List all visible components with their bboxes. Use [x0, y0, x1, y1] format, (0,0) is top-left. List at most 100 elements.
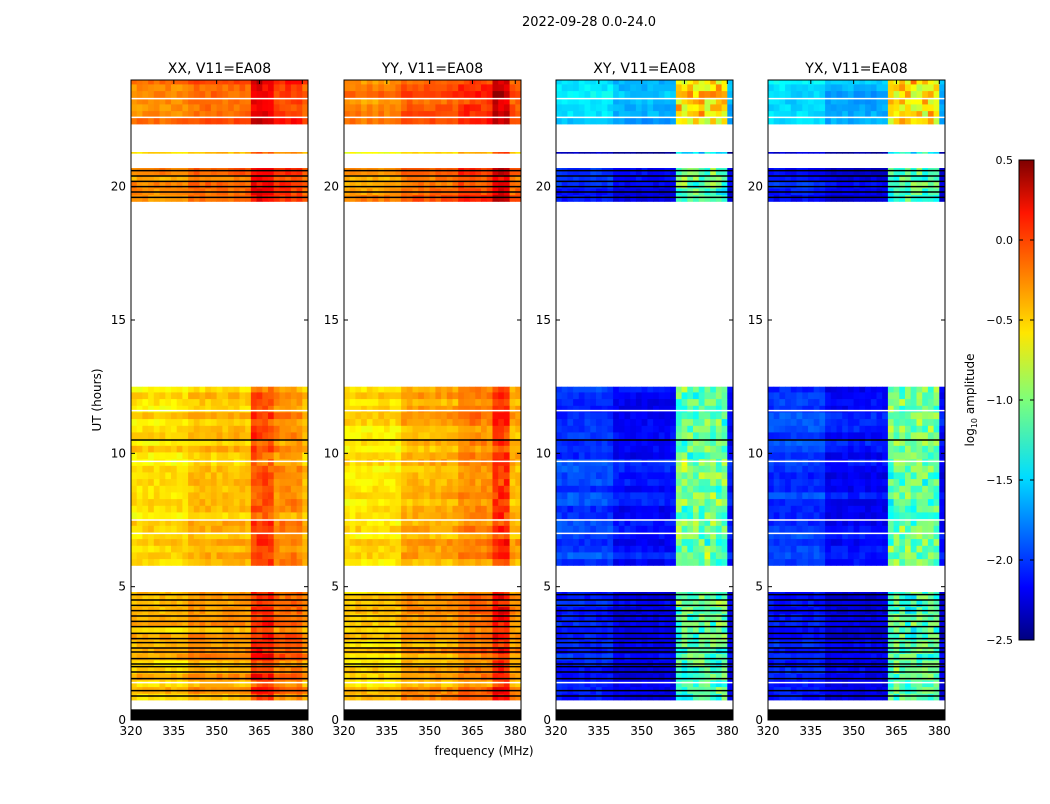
heatmap-cell — [470, 499, 476, 506]
heatmap-cell — [579, 640, 585, 647]
heatmap-cell — [498, 459, 504, 466]
heatmap-cell — [475, 592, 481, 594]
heatmap-cell — [401, 80, 407, 84]
heatmap-cell — [435, 545, 441, 552]
heatmap-cell — [418, 432, 424, 439]
heatmap-cell — [590, 485, 596, 492]
heatmap-cell — [154, 399, 160, 406]
heatmap-cell — [373, 472, 379, 479]
heatmap-cell — [642, 425, 648, 432]
heatmap-cell — [510, 472, 516, 479]
heatmap-cell — [160, 592, 166, 594]
heatmap-cell — [171, 445, 177, 452]
heatmap-cell — [171, 168, 177, 175]
x-tick-label: 335 — [375, 724, 398, 738]
heatmap-cell — [453, 479, 459, 486]
heatmap-cell — [470, 479, 476, 486]
heatmap-cell — [355, 613, 361, 620]
heatmap-cell — [378, 492, 384, 499]
heatmap-cell — [367, 387, 373, 393]
heatmap-cell — [510, 640, 516, 647]
heatmap-cell — [647, 539, 653, 546]
heatmap-cell — [453, 399, 459, 406]
heatmap-cell — [350, 499, 356, 506]
heatmap-cell — [373, 552, 379, 559]
heatmap-cell — [413, 459, 419, 466]
heatmap-cell — [344, 117, 350, 124]
heatmap-cell — [665, 425, 671, 432]
heatmap-cell — [665, 432, 671, 439]
heatmap-cell — [401, 472, 407, 479]
heatmap-cell — [441, 545, 447, 552]
heatmap-cell — [515, 552, 521, 559]
heatmap-cell — [350, 387, 356, 393]
heatmap-cell — [245, 592, 251, 594]
heatmap-cell — [291, 91, 297, 98]
heatmap-cell — [676, 559, 682, 566]
heatmap-cell — [464, 104, 470, 111]
heatmap-cell — [257, 539, 263, 546]
heatmap-cell — [699, 545, 705, 552]
heatmap-cell — [687, 392, 693, 399]
heatmap-cell — [493, 539, 499, 546]
heatmap-cell — [361, 592, 367, 594]
heatmap-cell — [148, 432, 154, 439]
heatmap-cell — [222, 432, 228, 439]
heatmap-cell — [493, 392, 499, 399]
heatmap-cell — [171, 419, 177, 426]
heatmap-cell — [395, 104, 401, 111]
heatmap-cell — [200, 680, 206, 687]
heatmap-cell — [424, 472, 430, 479]
heatmap-cell — [297, 552, 303, 559]
heatmap-cell — [596, 492, 602, 499]
heatmap-cell — [515, 432, 521, 439]
heatmap-cell — [211, 559, 217, 566]
heatmap-cell — [361, 479, 367, 486]
heatmap-cell — [447, 613, 453, 620]
heatmap-cell — [240, 465, 246, 472]
heatmap-cell — [257, 680, 263, 687]
heatmap-cell — [418, 387, 424, 393]
heatmap-cell — [573, 445, 579, 452]
heatmap-cell — [182, 168, 188, 175]
heatmap-cell — [160, 84, 166, 91]
heatmap-cell — [481, 80, 487, 84]
heatmap-cell — [245, 452, 251, 459]
heatmap-cell — [642, 505, 648, 512]
heatmap-cell — [556, 485, 562, 492]
heatmap-cell — [211, 492, 217, 499]
heatmap-cell — [240, 545, 246, 552]
heatmap-cell — [619, 432, 625, 439]
heatmap-cell — [475, 168, 481, 175]
heatmap-cell — [171, 412, 177, 419]
heatmap-cell — [344, 545, 350, 552]
heatmap-cell — [602, 680, 608, 687]
heatmap-cell — [182, 104, 188, 111]
heatmap-cell — [682, 539, 688, 546]
heatmap-cell — [142, 559, 148, 566]
heatmap-cell — [407, 425, 413, 432]
heatmap-cell — [160, 559, 166, 566]
heatmap-cell — [160, 680, 166, 687]
heatmap-cell — [562, 592, 568, 594]
heatmap-cell — [515, 680, 521, 687]
heatmap-cell — [200, 485, 206, 492]
heatmap-cell — [642, 399, 648, 406]
heatmap-cell — [165, 80, 171, 84]
heatmap-cell — [401, 499, 407, 506]
heatmap-cell — [160, 613, 166, 620]
heatmap-cell — [602, 512, 608, 519]
heatmap-cell — [160, 693, 166, 700]
heatmap-cell — [470, 559, 476, 566]
heatmap-cell — [251, 104, 257, 111]
heatmap-cell — [447, 459, 453, 466]
heatmap-cell — [188, 465, 194, 472]
heatmap-cell — [424, 452, 430, 459]
heatmap-cell — [470, 640, 476, 647]
heatmap-cell — [441, 195, 447, 202]
heatmap-cell — [464, 552, 470, 559]
heatmap-cell — [188, 399, 194, 406]
heatmap-cell — [562, 459, 568, 466]
heatmap-cell — [165, 505, 171, 512]
heatmap-cell — [670, 485, 676, 492]
